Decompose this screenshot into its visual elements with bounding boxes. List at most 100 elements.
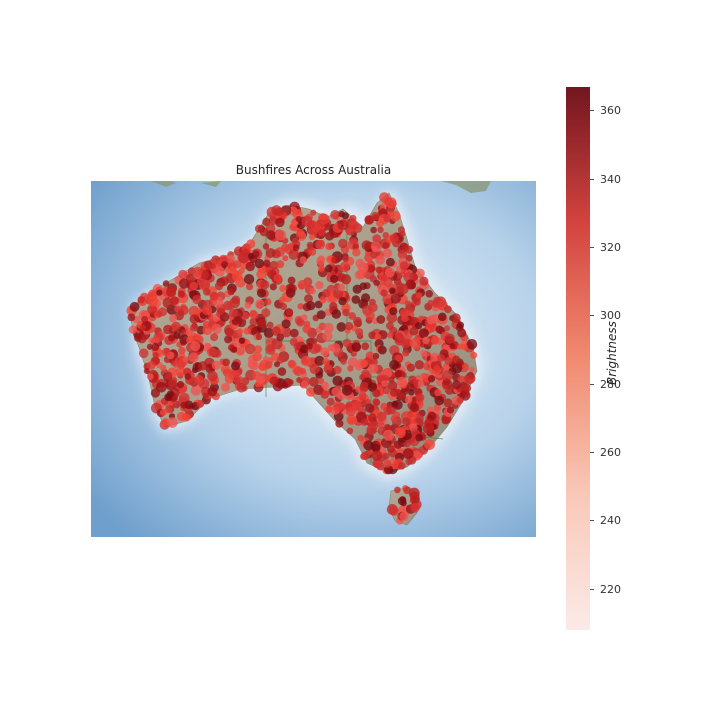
fire-point	[281, 319, 291, 329]
fire-point	[139, 324, 146, 331]
fire-point	[211, 360, 221, 370]
fire-point	[358, 391, 367, 399]
fire-point	[420, 349, 428, 357]
fire-point	[357, 262, 369, 273]
fire-point	[426, 315, 436, 325]
map-title: Bushfires Across Australia	[235, 163, 392, 177]
fire-point	[365, 310, 375, 321]
fire-point	[435, 325, 444, 334]
fire-point	[190, 385, 202, 396]
fire-point	[375, 266, 383, 274]
fire-point	[449, 343, 456, 350]
fire-point	[310, 209, 317, 216]
fire-point	[133, 333, 142, 342]
fire-point	[156, 310, 163, 318]
fire-point	[376, 375, 384, 383]
fire-point	[373, 279, 380, 286]
fire-point	[171, 321, 181, 331]
fire-point	[202, 320, 211, 329]
fire-point	[394, 370, 403, 378]
fire-point	[375, 255, 386, 265]
fire-point	[188, 352, 199, 363]
fire-point	[264, 361, 273, 369]
fire-point	[337, 219, 349, 231]
fire-point	[377, 345, 387, 355]
fire-point	[404, 300, 412, 307]
fire-point	[382, 386, 391, 395]
fire-point	[274, 207, 284, 217]
fire-point	[306, 387, 316, 397]
fire-point	[410, 503, 420, 513]
fire-point	[185, 328, 194, 337]
fire-point	[296, 377, 303, 383]
fire-point	[273, 273, 282, 283]
fire-point	[255, 333, 263, 341]
fire-point	[385, 424, 392, 431]
fire-point	[275, 217, 285, 228]
fire-point	[390, 293, 401, 304]
fire-point	[461, 343, 468, 351]
fire-point	[302, 324, 312, 334]
fire-point	[338, 297, 347, 306]
fire-point	[321, 381, 329, 390]
fire-point	[355, 328, 364, 337]
fire-point	[348, 312, 356, 320]
fire-point	[318, 264, 325, 272]
fire-point	[409, 337, 421, 349]
fire-point	[389, 388, 399, 397]
fire-point	[397, 249, 408, 259]
fire-point	[417, 380, 425, 387]
fire-point	[335, 419, 344, 428]
fire-point	[274, 361, 280, 368]
fire-point	[337, 283, 346, 292]
colorbar-tick: 280	[590, 377, 621, 391]
fire-point	[430, 352, 440, 362]
fire-point	[303, 320, 311, 328]
fire-point	[256, 375, 266, 384]
fire-point	[300, 380, 308, 388]
fire-point	[276, 260, 285, 269]
fire-point	[319, 296, 327, 304]
fire-point	[383, 214, 391, 223]
fire-point	[194, 333, 202, 341]
fire-point	[143, 368, 150, 374]
fire-point	[368, 331, 377, 340]
fire-point	[325, 405, 333, 413]
fire-point	[224, 374, 235, 384]
fire-point	[308, 247, 317, 256]
fire-point	[191, 367, 198, 374]
australia-map[interactable]	[91, 181, 536, 537]
fire-point	[371, 450, 383, 462]
fire-point	[248, 252, 255, 260]
colorbar-ticks: 220 240 260 280 300 320 340 360	[590, 87, 650, 630]
fire-point	[242, 248, 250, 257]
fire-point	[446, 406, 455, 414]
fire-point	[236, 328, 244, 335]
fire-point	[306, 241, 314, 249]
fire-point	[147, 289, 159, 300]
colorbar-tick: 220	[590, 582, 621, 596]
fire-point	[382, 232, 389, 239]
fire-point	[419, 276, 429, 286]
fire-point	[468, 366, 475, 373]
fire-point	[330, 343, 341, 353]
fire-point	[295, 216, 302, 223]
fire-point	[317, 228, 326, 237]
fire-point	[360, 418, 369, 426]
fire-point	[277, 367, 287, 376]
fire-point	[332, 375, 343, 386]
fire-point	[457, 375, 465, 383]
fire-point	[256, 269, 267, 280]
fire-point	[269, 260, 279, 270]
fire-point	[200, 279, 211, 290]
brightness-colorbar	[566, 87, 590, 630]
fire-point	[425, 290, 434, 298]
fire-point	[184, 400, 194, 410]
fire-point	[152, 351, 159, 359]
fire-point	[354, 270, 364, 280]
colorbar-tick: 300	[590, 309, 621, 323]
fire-point	[380, 289, 388, 297]
fire-point	[288, 249, 300, 260]
fire-point	[359, 381, 369, 391]
fire-point	[138, 348, 149, 359]
